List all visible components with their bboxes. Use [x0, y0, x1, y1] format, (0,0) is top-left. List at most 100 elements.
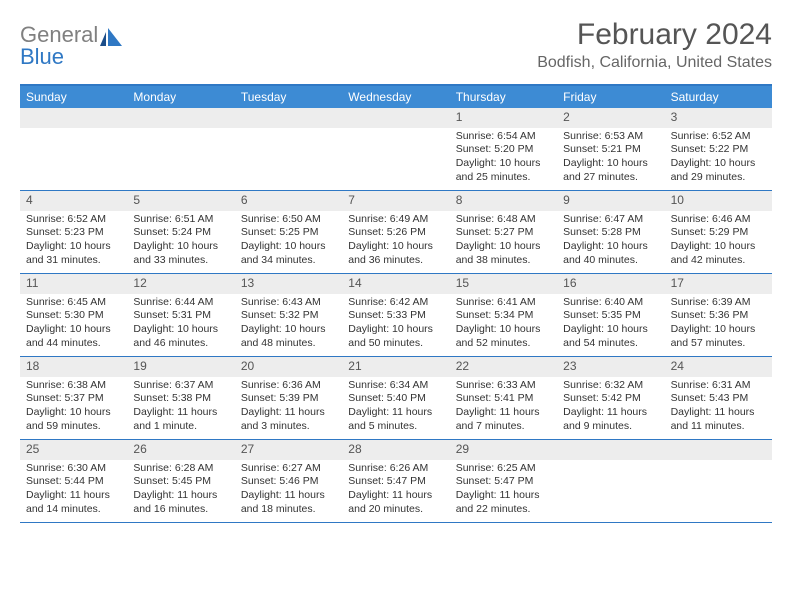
day-number: 16 — [557, 274, 664, 294]
sunset-text: Sunset: 5:23 PM — [26, 226, 121, 240]
day-body: Sunrise: 6:26 AMSunset: 5:47 PMDaylight:… — [342, 460, 449, 521]
dow-cell: Friday — [557, 86, 664, 108]
sunrise-text: Sunrise: 6:36 AM — [241, 379, 336, 393]
day-number: 17 — [665, 274, 772, 294]
day-cell: 6Sunrise: 6:50 AMSunset: 5:25 PMDaylight… — [235, 191, 342, 273]
day-cell: 5Sunrise: 6:51 AMSunset: 5:24 PMDaylight… — [127, 191, 234, 273]
sunrise-text: Sunrise: 6:52 AM — [26, 213, 121, 227]
day-body: Sunrise: 6:40 AMSunset: 5:35 PMDaylight:… — [557, 294, 664, 355]
sunset-text: Sunset: 5:40 PM — [348, 392, 443, 406]
day-body: Sunrise: 6:25 AMSunset: 5:47 PMDaylight:… — [450, 460, 557, 521]
calendar: SundayMondayTuesdayWednesdayThursdayFrid… — [20, 84, 772, 523]
dow-cell: Wednesday — [342, 86, 449, 108]
day-body: Sunrise: 6:36 AMSunset: 5:39 PMDaylight:… — [235, 377, 342, 438]
week-row: 11Sunrise: 6:45 AMSunset: 5:30 PMDayligh… — [20, 274, 772, 357]
sunset-text: Sunset: 5:43 PM — [671, 392, 766, 406]
week-row: 1Sunrise: 6:54 AMSunset: 5:20 PMDaylight… — [20, 108, 772, 191]
sunset-text: Sunset: 5:25 PM — [241, 226, 336, 240]
sunset-text: Sunset: 5:26 PM — [348, 226, 443, 240]
sunrise-text: Sunrise: 6:52 AM — [671, 130, 766, 144]
month-title: February 2024 — [537, 18, 772, 52]
day-number: 2 — [557, 108, 664, 128]
day-body: Sunrise: 6:32 AMSunset: 5:42 PMDaylight:… — [557, 377, 664, 438]
day-cell: 24Sunrise: 6:31 AMSunset: 5:43 PMDayligh… — [665, 357, 772, 439]
daylight-text: Daylight: 11 hours and 5 minutes. — [348, 406, 443, 433]
sunset-text: Sunset: 5:30 PM — [26, 309, 121, 323]
day-number-empty — [665, 440, 772, 460]
sunrise-text: Sunrise: 6:30 AM — [26, 462, 121, 476]
day-number: 4 — [20, 191, 127, 211]
sunset-text: Sunset: 5:39 PM — [241, 392, 336, 406]
sunset-text: Sunset: 5:47 PM — [348, 475, 443, 489]
sunrise-text: Sunrise: 6:44 AM — [133, 296, 228, 310]
sunrise-text: Sunrise: 6:25 AM — [456, 462, 551, 476]
day-cell — [127, 108, 234, 190]
day-cell — [665, 440, 772, 522]
sunset-text: Sunset: 5:37 PM — [26, 392, 121, 406]
day-body: Sunrise: 6:37 AMSunset: 5:38 PMDaylight:… — [127, 377, 234, 438]
day-number: 1 — [450, 108, 557, 128]
location: Bodfish, California, United States — [537, 54, 772, 72]
daylight-text: Daylight: 10 hours and 29 minutes. — [671, 157, 766, 184]
day-body: Sunrise: 6:31 AMSunset: 5:43 PMDaylight:… — [665, 377, 772, 438]
daylight-text: Daylight: 10 hours and 25 minutes. — [456, 157, 551, 184]
logo-sail-icon — [100, 26, 124, 44]
day-cell: 14Sunrise: 6:42 AMSunset: 5:33 PMDayligh… — [342, 274, 449, 356]
daylight-text: Daylight: 11 hours and 11 minutes. — [671, 406, 766, 433]
day-number: 28 — [342, 440, 449, 460]
sunset-text: Sunset: 5:35 PM — [563, 309, 658, 323]
day-body: Sunrise: 6:47 AMSunset: 5:28 PMDaylight:… — [557, 211, 664, 272]
day-cell: 20Sunrise: 6:36 AMSunset: 5:39 PMDayligh… — [235, 357, 342, 439]
day-cell: 19Sunrise: 6:37 AMSunset: 5:38 PMDayligh… — [127, 357, 234, 439]
day-cell — [235, 108, 342, 190]
sunrise-text: Sunrise: 6:38 AM — [26, 379, 121, 393]
day-number: 5 — [127, 191, 234, 211]
sunrise-text: Sunrise: 6:33 AM — [456, 379, 551, 393]
sunrise-text: Sunrise: 6:49 AM — [348, 213, 443, 227]
day-cell: 21Sunrise: 6:34 AMSunset: 5:40 PMDayligh… — [342, 357, 449, 439]
header: GeneralBlue February 2024 Bodfish, Calif… — [20, 18, 772, 72]
sunrise-text: Sunrise: 6:46 AM — [671, 213, 766, 227]
day-cell — [20, 108, 127, 190]
day-body: Sunrise: 6:33 AMSunset: 5:41 PMDaylight:… — [450, 377, 557, 438]
sunrise-text: Sunrise: 6:42 AM — [348, 296, 443, 310]
sunrise-text: Sunrise: 6:51 AM — [133, 213, 228, 227]
day-cell: 15Sunrise: 6:41 AMSunset: 5:34 PMDayligh… — [450, 274, 557, 356]
sunrise-text: Sunrise: 6:53 AM — [563, 130, 658, 144]
daylight-text: Daylight: 10 hours and 44 minutes. — [26, 323, 121, 350]
day-body: Sunrise: 6:50 AMSunset: 5:25 PMDaylight:… — [235, 211, 342, 272]
day-cell: 17Sunrise: 6:39 AMSunset: 5:36 PMDayligh… — [665, 274, 772, 356]
sunrise-text: Sunrise: 6:31 AM — [671, 379, 766, 393]
day-number-empty — [557, 440, 664, 460]
sunrise-text: Sunrise: 6:27 AM — [241, 462, 336, 476]
day-body: Sunrise: 6:42 AMSunset: 5:33 PMDaylight:… — [342, 294, 449, 355]
day-number: 7 — [342, 191, 449, 211]
day-number: 29 — [450, 440, 557, 460]
day-number-empty — [235, 108, 342, 128]
sunset-text: Sunset: 5:28 PM — [563, 226, 658, 240]
daylight-text: Daylight: 10 hours and 33 minutes. — [133, 240, 228, 267]
day-body: Sunrise: 6:52 AMSunset: 5:23 PMDaylight:… — [20, 211, 127, 272]
day-body: Sunrise: 6:48 AMSunset: 5:27 PMDaylight:… — [450, 211, 557, 272]
day-cell: 28Sunrise: 6:26 AMSunset: 5:47 PMDayligh… — [342, 440, 449, 522]
daylight-text: Daylight: 11 hours and 14 minutes. — [26, 489, 121, 516]
day-cell: 18Sunrise: 6:38 AMSunset: 5:37 PMDayligh… — [20, 357, 127, 439]
sunset-text: Sunset: 5:41 PM — [456, 392, 551, 406]
daylight-text: Daylight: 11 hours and 7 minutes. — [456, 406, 551, 433]
day-cell: 4Sunrise: 6:52 AMSunset: 5:23 PMDaylight… — [20, 191, 127, 273]
day-body: Sunrise: 6:53 AMSunset: 5:21 PMDaylight:… — [557, 128, 664, 189]
sunrise-text: Sunrise: 6:32 AM — [563, 379, 658, 393]
daylight-text: Daylight: 11 hours and 1 minute. — [133, 406, 228, 433]
day-cell — [342, 108, 449, 190]
day-cell: 25Sunrise: 6:30 AMSunset: 5:44 PMDayligh… — [20, 440, 127, 522]
sunrise-text: Sunrise: 6:28 AM — [133, 462, 228, 476]
sunset-text: Sunset: 5:38 PM — [133, 392, 228, 406]
dow-cell: Thursday — [450, 86, 557, 108]
day-number: 21 — [342, 357, 449, 377]
sunset-text: Sunset: 5:22 PM — [671, 143, 766, 157]
daylight-text: Daylight: 10 hours and 42 minutes. — [671, 240, 766, 267]
daylight-text: Daylight: 10 hours and 31 minutes. — [26, 240, 121, 267]
day-number: 18 — [20, 357, 127, 377]
day-cell — [557, 440, 664, 522]
week-row: 4Sunrise: 6:52 AMSunset: 5:23 PMDaylight… — [20, 191, 772, 274]
